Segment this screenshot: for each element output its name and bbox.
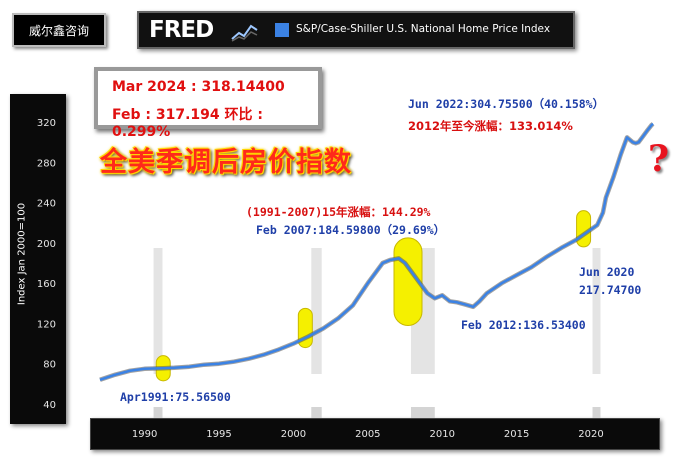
fred-sparkline-icon — [231, 24, 258, 42]
fred-header: FRED S&P/Case-Shiller U.S. National Home… — [137, 11, 575, 49]
annotation-gain-since-2012: 2012年至今涨幅：133.014% — [408, 119, 573, 133]
y-tick-label-320: 320 — [37, 118, 56, 129]
chart-headline: 全美季调后房价指数 — [100, 147, 352, 178]
fred-logo: FRED — [149, 17, 214, 43]
y-tick-label-120: 120 — [37, 319, 56, 330]
recession-band-1 — [311, 248, 322, 374]
x-tick-label-2010: 2010 — [429, 429, 454, 440]
series-line — [99, 122, 654, 381]
recession-band-3 — [592, 248, 601, 374]
recession-band-base-0 — [153, 407, 163, 418]
x-tick-label-2000: 2000 — [281, 429, 306, 440]
y-tick-label-80: 80 — [43, 360, 56, 371]
recession-band-base-2 — [410, 407, 435, 418]
y-tick-label-200: 200 — [37, 239, 56, 250]
annotation-low-2012: Feb 2012:136.53400 — [461, 318, 586, 332]
series-title: S&P/Case-Shiller U.S. National Home Pric… — [296, 23, 551, 35]
x-tick-label-2020: 2020 — [578, 429, 603, 440]
x-tick-label-2015: 2015 — [504, 429, 529, 440]
annotation-jun-2020-value: 217.74700 — [579, 283, 642, 297]
x-tick-label-2005: 2005 — [355, 429, 380, 440]
annotation-jun-2020-label: Jun 2020 — [579, 265, 635, 279]
annotation-peak-2007: Feb 2007:184.59800（29.69%） — [256, 223, 446, 237]
annotation-peak-2022: Jun 2022:304.75500（40.158%） — [408, 97, 605, 111]
y-tick-label-40: 40 — [43, 400, 56, 411]
latest-value-line: Mar 2024 : 318.14400 — [112, 79, 285, 95]
latest-value-box: Mar 2024 : 318.14400 Feb : 317.194 环比 : … — [94, 67, 322, 140]
x-tick-label-1990: 1990 — [132, 429, 157, 440]
annotation-run-1991-2007: (1991-2007)15年涨幅：144.29% — [246, 205, 431, 219]
y-tick-label-280: 280 — [37, 158, 56, 169]
recession-band-0 — [153, 248, 163, 374]
recession-band-base-3 — [592, 407, 601, 418]
annotation-apr-1991: Apr1991:75.56500 — [120, 390, 231, 404]
recession-band-base-1 — [311, 407, 322, 418]
x-axis-panel — [90, 418, 660, 450]
y-axis-panel — [10, 94, 66, 424]
series-swatch — [275, 23, 289, 37]
question-mark: ? — [648, 138, 670, 180]
y-tick-label-240: 240 — [37, 199, 56, 210]
brand-label: 威尔鑫咨询 — [12, 13, 106, 47]
x-tick-label-1995: 1995 — [206, 429, 231, 440]
y-tick-label-160: 160 — [37, 279, 56, 290]
previous-value-line: Feb : 317.194 环比 : 0.299% — [112, 107, 263, 140]
